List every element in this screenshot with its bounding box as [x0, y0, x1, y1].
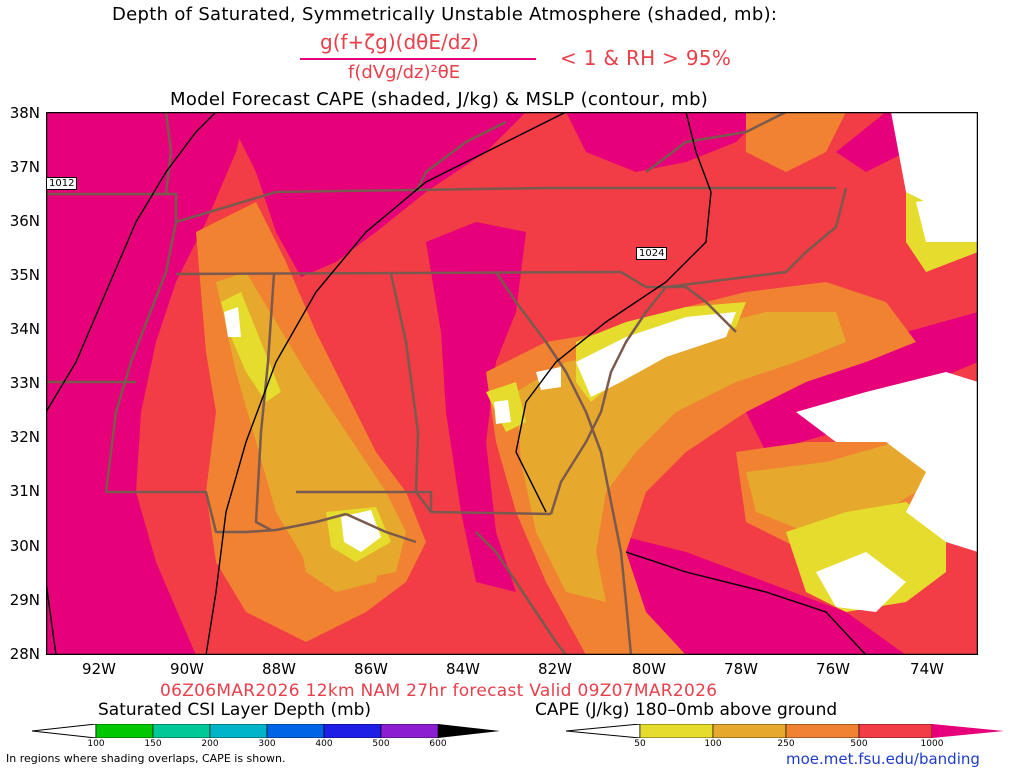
white-region-atlantic: [916, 192, 978, 242]
lon-label: 76W: [816, 660, 850, 678]
isobar-1016: [205, 112, 567, 655]
lat-label: 29N: [9, 591, 40, 609]
lon-label: 78W: [724, 660, 758, 678]
csi-tick: 150: [144, 739, 162, 749]
cape-shade-magenta-west: [46, 112, 246, 655]
cape-tick: 50: [634, 739, 646, 749]
fraction-denominator: f(dVg/dz)²θE: [348, 62, 461, 83]
csi-tick: 200: [201, 739, 219, 749]
csi-fraction: g(f+ζg)(dθE/dz) f(dVg/dz)²θE: [300, 30, 540, 88]
title-line-3: Model Forecast CAPE (shaded, J/kg) & MSL…: [170, 89, 709, 110]
mslp-contours: [46, 112, 867, 655]
lat-label: 38N: [9, 104, 40, 122]
white-region-offshore: [796, 372, 978, 552]
lon-label: 90W: [170, 660, 204, 678]
condition-text: < 1 & RH > 95%: [560, 46, 732, 70]
white-region-ne: [891, 112, 978, 212]
ga-sc-coast: [549, 187, 848, 515]
state-boundaries: [46, 112, 848, 655]
cape-shade-magenta-south: [586, 532, 906, 655]
cape-tick: 250: [777, 739, 795, 749]
ga-sc-border: [494, 271, 588, 413]
lat-label: 32N: [9, 428, 40, 446]
fraction-numerator: g(f+ζg)(dθE/dz): [320, 30, 479, 54]
lat-label: 30N: [9, 537, 40, 555]
csi-colorbar: [32, 724, 500, 738]
ky-tn-va-nc-border: [46, 186, 836, 224]
lon-label: 84W: [446, 660, 480, 678]
lon-label: 92W: [82, 660, 116, 678]
lat-label: 31N: [9, 482, 40, 500]
gulf-coast-la-ms: [106, 490, 347, 534]
cape-shade-orange-ne: [746, 112, 846, 172]
white-region-ga: [494, 400, 511, 424]
isobar-se: [625, 551, 867, 655]
csi-tick: 600: [429, 739, 447, 749]
cape-shade-magenta-central: [426, 222, 526, 592]
lon-label: 88W: [262, 660, 296, 678]
nc-sc-border: [620, 270, 737, 333]
isobar-1024: [515, 112, 712, 513]
lon-label: 82W: [538, 660, 572, 678]
lat-label: 28N: [9, 645, 40, 663]
lat-label: 36N: [9, 212, 40, 230]
title-line-1: Depth of Saturated, Symmetrically Unstab…: [112, 4, 778, 25]
cape-shade-gold-offshore: [746, 442, 936, 532]
contour-label-1012: 1012: [46, 177, 78, 190]
lat-label: 37N: [9, 158, 40, 176]
fraction-bar: [300, 58, 536, 60]
ky-wv-border: [414, 120, 507, 193]
lat-label: 34N: [9, 320, 40, 338]
lon-label: 80W: [632, 660, 666, 678]
mo-il-river: [164, 112, 173, 195]
al-ga-border: [389, 273, 432, 513]
csi-tick: 500: [372, 739, 390, 749]
isobar-1012: [46, 112, 217, 413]
cape-colorbar: [566, 724, 1004, 738]
forecast-map: [46, 112, 978, 655]
cape-tick: 1000: [920, 739, 944, 749]
isobar-sw: [46, 581, 57, 655]
white-region-ms: [224, 307, 241, 337]
fl-panhandle-border: [296, 490, 552, 516]
ms-al-border: [254, 273, 276, 532]
white-region-offshore-2: [816, 552, 906, 612]
lat-label: 33N: [9, 374, 40, 392]
white-region-carolinas: [576, 312, 736, 397]
lat-label: 35N: [9, 266, 40, 284]
overlap-note: In regions where shading overlaps, CAPE …: [6, 752, 286, 765]
csi-tick: 100: [87, 739, 105, 749]
cape-tick: 500: [850, 739, 868, 749]
cape-colorbar-title: CAPE (J/kg) 180–0mb above ground: [535, 700, 838, 720]
cape-tick: 100: [704, 739, 722, 749]
map-frame: [46, 112, 978, 655]
white-region-pensacola: [341, 510, 381, 552]
csi-tick: 400: [315, 739, 333, 749]
florida-panhandle-coast: [345, 512, 417, 544]
csi-tick: 300: [258, 739, 276, 749]
lon-label: 86W: [354, 660, 388, 678]
florida-east-coast: [584, 411, 633, 655]
source-url[interactable]: moe.met.fsu.edu/banding: [786, 750, 980, 768]
lon-label: 74W: [910, 660, 944, 678]
va-wv-border: [645, 112, 787, 173]
florida-west-coast: [475, 531, 567, 655]
tn-southern-border: [175, 270, 622, 276]
contour-label-1024: 1024: [636, 247, 668, 260]
run-info: 06Z06MAR2026 12km NAM 27hr forecast Vali…: [160, 681, 718, 701]
csi-colorbar-title: Saturated CSI Layer Depth (mb): [98, 700, 372, 720]
white-region-sc: [536, 367, 561, 390]
cape-shade-magenta-ne: [566, 112, 766, 172]
mississippi-river: [104, 221, 178, 493]
